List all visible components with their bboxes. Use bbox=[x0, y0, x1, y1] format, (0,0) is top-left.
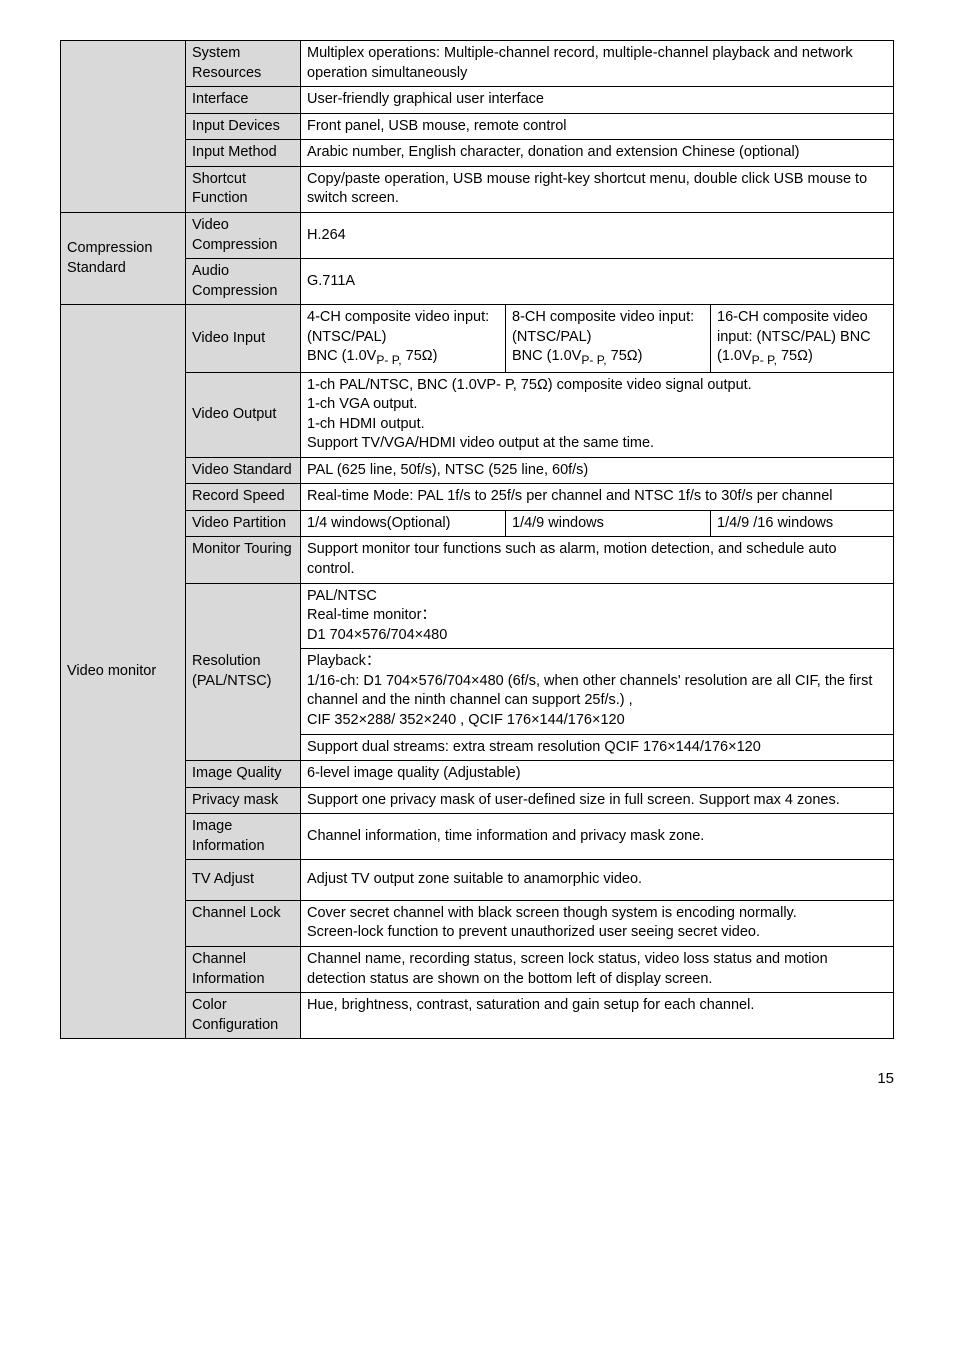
shortcut-function-label: Shortcut Function bbox=[186, 166, 301, 212]
video-input-16ch: 16-CH composite video input: (NTSC/PAL) … bbox=[711, 305, 894, 372]
channel-information-label: Channel Information bbox=[186, 947, 301, 993]
video-partition-c2: 1/4/9 windows bbox=[506, 510, 711, 537]
record-speed-text: Real-time Mode: PAL 1f/s to 25f/s per ch… bbox=[301, 484, 894, 511]
video-input-8ch: 8-CH composite video input: (NTSC/PAL) B… bbox=[506, 305, 711, 372]
input-devices-label: Input Devices bbox=[186, 113, 301, 140]
privacy-mask-text: Support one privacy mask of user-defined… bbox=[301, 787, 894, 814]
video-partition-c1: 1/4 windows(Optional) bbox=[301, 510, 506, 537]
tv-adjust-text: Adjust TV output zone suitable to anamor… bbox=[301, 860, 894, 901]
video-input-4ch: 4-CH composite video input: (NTSC/PAL) B… bbox=[301, 305, 506, 372]
video-standard-text: PAL (625 line, 50f/s), NTSC (525 line, 6… bbox=[301, 457, 894, 484]
resolution-block3: Support dual streams: extra stream resol… bbox=[301, 734, 894, 761]
video-output-text: 1-ch PAL/NTSC, BNC (1.0VP- P, 75Ω) compo… bbox=[301, 372, 894, 457]
channel-lock-text: Cover secret channel with black screen t… bbox=[301, 900, 894, 946]
color-configuration-text: Hue, brightness, contrast, saturation an… bbox=[301, 993, 894, 1039]
resolution-block1: PAL/NTSC Real-time monitor： D1 704×576/7… bbox=[301, 583, 894, 649]
image-quality-text: 6-level image quality (Adjustable) bbox=[301, 761, 894, 788]
privacy-mask-label: Privacy mask bbox=[186, 787, 301, 814]
video-compression-label: Video Compression bbox=[186, 212, 301, 258]
tv-adjust-label: TV Adjust bbox=[186, 860, 301, 901]
image-information-label: Image Information bbox=[186, 814, 301, 860]
resolution-block2: Playback： 1/16-ch: D1 704×576/704×480 (6… bbox=[301, 649, 894, 734]
video-partition-label: Video Partition bbox=[186, 510, 301, 537]
spec-table: System Resources Multiplex operations: M… bbox=[60, 40, 894, 1039]
image-quality-label: Image Quality bbox=[186, 761, 301, 788]
color-configuration-label: Color Configuration bbox=[186, 993, 301, 1039]
interface-label: Interface bbox=[186, 87, 301, 114]
system-resources-label: System Resources bbox=[186, 41, 301, 87]
video-partition-c3: 1/4/9 /16 windows bbox=[711, 510, 894, 537]
channel-lock-label: Channel Lock bbox=[186, 900, 301, 946]
audio-compression-label: Audio Compression bbox=[186, 259, 301, 305]
page-number: 15 bbox=[60, 1069, 894, 1089]
video-standard-label: Video Standard bbox=[186, 457, 301, 484]
monitor-touring-text: Support monitor tour functions such as a… bbox=[301, 537, 894, 583]
resolution-label: Resolution (PAL/NTSC) bbox=[186, 583, 301, 761]
blank-category bbox=[61, 41, 186, 213]
system-resources-text: Multiplex operations: Multiple-channel r… bbox=[301, 41, 894, 87]
record-speed-label: Record Speed bbox=[186, 484, 301, 511]
image-information-text: Channel information, time information an… bbox=[301, 814, 894, 860]
shortcut-function-text: Copy/paste operation, USB mouse right-ke… bbox=[301, 166, 894, 212]
input-devices-text: Front panel, USB mouse, remote control bbox=[301, 113, 894, 140]
video-compression-text: H.264 bbox=[301, 212, 894, 258]
video-monitor-label: Video monitor bbox=[61, 305, 186, 1039]
input-method-label: Input Method bbox=[186, 140, 301, 167]
audio-compression-text: G.711A bbox=[301, 259, 894, 305]
channel-information-text: Channel name, recording status, screen l… bbox=[301, 947, 894, 993]
video-output-label: Video Output bbox=[186, 372, 301, 457]
input-method-text: Arabic number, English character, donati… bbox=[301, 140, 894, 167]
compression-standard-label: Compression Standard bbox=[61, 212, 186, 304]
monitor-touring-label: Monitor Touring bbox=[186, 537, 301, 583]
interface-text: User-friendly graphical user interface bbox=[301, 87, 894, 114]
video-input-label: Video Input bbox=[186, 305, 301, 372]
